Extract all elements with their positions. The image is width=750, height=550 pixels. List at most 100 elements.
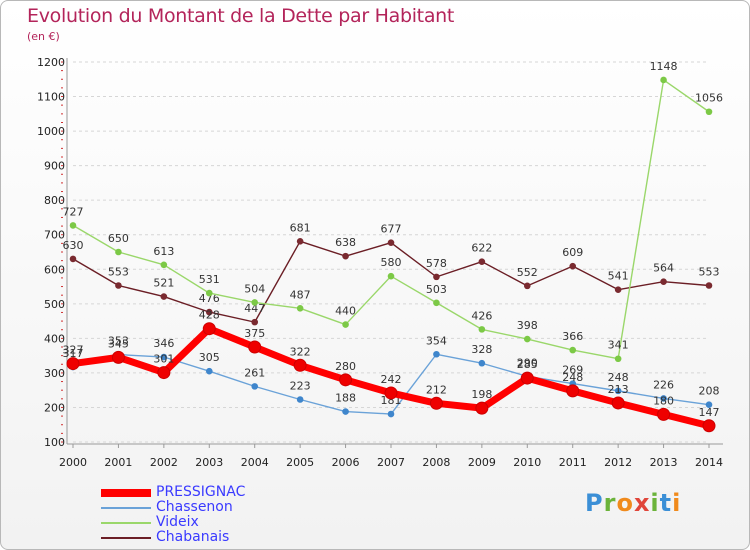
- y-tick-label: 1200: [37, 56, 65, 69]
- data-label: 366: [562, 330, 583, 343]
- data-label: 242: [381, 373, 402, 386]
- data-label: 447: [244, 302, 265, 315]
- data-point: [251, 383, 259, 390]
- data-point: [387, 272, 395, 280]
- data-label: 630: [63, 239, 84, 252]
- y-tick-label: 700: [44, 229, 65, 242]
- data-label: 428: [199, 309, 220, 322]
- data-point: [475, 401, 489, 415]
- data-point: [115, 282, 122, 289]
- data-point: [251, 299, 259, 306]
- data-label: 354: [426, 334, 447, 347]
- chart-title: Evolution du Montant de la Dette par Hab…: [27, 5, 455, 27]
- x-tick-label: 2011: [559, 456, 587, 469]
- legend-label: Chabanais: [156, 529, 230, 545]
- data-label: 322: [290, 345, 311, 358]
- data-label: 503: [426, 283, 447, 296]
- data-point: [702, 419, 716, 433]
- data-point: [523, 282, 531, 290]
- data-point: [296, 237, 304, 245]
- data-point: [205, 308, 213, 316]
- data-label: 564: [653, 262, 674, 275]
- y-tick-label: 200: [44, 401, 65, 414]
- data-point: [614, 286, 622, 293]
- data-label: 269: [562, 364, 583, 377]
- data-point: [569, 262, 577, 270]
- logo-letter: t: [659, 489, 673, 517]
- data-label: 248: [562, 371, 583, 384]
- legend-label: Videix: [156, 514, 199, 530]
- data-label: 198: [471, 388, 492, 401]
- legend-item: Videix: [101, 514, 321, 531]
- data-label: 504: [244, 282, 265, 295]
- data-label: 578: [426, 257, 447, 270]
- data-point: [342, 408, 349, 415]
- data-label: 553: [108, 266, 129, 279]
- data-point: [66, 357, 80, 371]
- x-tick-label: 2001: [104, 456, 132, 469]
- data-point: [523, 335, 531, 343]
- data-point: [293, 358, 307, 372]
- data-point: [478, 258, 486, 265]
- data-label: 677: [381, 223, 402, 236]
- data-point: [296, 305, 304, 312]
- data-point: [342, 321, 349, 328]
- x-tick-label: 2005: [286, 456, 314, 469]
- data-point: [339, 373, 353, 387]
- data-label: 638: [335, 236, 356, 249]
- data-point: [205, 367, 213, 375]
- data-label: 345: [108, 337, 129, 350]
- data-point: [433, 273, 440, 281]
- logo-letter: o: [616, 489, 634, 517]
- data-label: 1148: [650, 60, 678, 73]
- data-label: 188: [335, 392, 356, 405]
- data-point: [248, 340, 262, 354]
- data-point: [111, 350, 125, 364]
- y-tick-label: 300: [44, 367, 65, 380]
- data-label: 727: [63, 205, 84, 218]
- data-point: [429, 396, 443, 410]
- data-label: 552: [517, 266, 538, 279]
- data-label: 223: [290, 380, 311, 393]
- data-label: 613: [153, 245, 174, 258]
- data-label: 426: [471, 309, 492, 322]
- data-label: 681: [290, 221, 311, 234]
- chart-unit-subtitle: (en €): [27, 30, 60, 43]
- x-tick-label: 2000: [59, 456, 87, 469]
- data-point: [433, 350, 440, 358]
- data-label: 531: [199, 273, 220, 286]
- data-label: 553: [699, 266, 720, 279]
- logo-letter: r: [603, 489, 617, 517]
- data-label: 622: [471, 242, 492, 255]
- data-label: 375: [244, 327, 265, 340]
- data-point: [569, 346, 577, 354]
- data-point: [614, 387, 622, 395]
- y-tick-label: 1000: [37, 125, 65, 138]
- y-tick-label: 600: [44, 263, 65, 276]
- data-point: [660, 76, 667, 84]
- data-label: 541: [608, 270, 629, 283]
- data-point: [387, 239, 395, 246]
- y-tick-label: 400: [44, 332, 65, 345]
- data-label: 521: [153, 277, 174, 290]
- data-label: 248: [608, 371, 629, 384]
- data-label: 290: [517, 356, 538, 369]
- legend-swatch: [101, 489, 151, 497]
- x-tick-label: 2006: [332, 456, 360, 469]
- data-point: [478, 326, 486, 333]
- data-label: 346: [153, 337, 174, 350]
- data-point: [251, 318, 259, 326]
- data-label: 476: [199, 292, 220, 305]
- data-label: 213: [608, 383, 629, 396]
- logo-letter: i: [672, 489, 682, 517]
- legend-swatch: [101, 537, 151, 539]
- data-label: 317: [63, 347, 84, 360]
- data-point: [660, 395, 667, 402]
- data-label: 341: [608, 339, 629, 352]
- data-point: [202, 322, 216, 336]
- data-point: [705, 401, 713, 408]
- proxiti-logo: Proxiti: [585, 489, 681, 517]
- data-point: [160, 293, 168, 300]
- x-tick-label: 2012: [604, 456, 632, 469]
